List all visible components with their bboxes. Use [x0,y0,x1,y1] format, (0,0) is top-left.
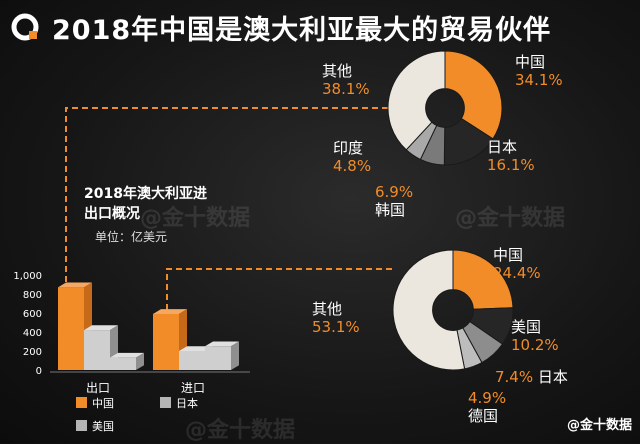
brand-label: @金十数据 [566,418,632,433]
y-tick-label: 800 [23,290,42,301]
bar-side [231,341,239,370]
y-tick-label: 600 [23,309,42,320]
slice-label: 其他 38.1% [322,62,370,98]
legend-swatch [76,397,87,408]
page-title: 2018年中国是澳大利亚最大的贸易伙伴 [52,15,552,46]
bar-top [179,346,213,351]
pie-slice-中国 [452,249,514,310]
bar-top [58,282,92,288]
slice-label: 日本 16.1% [487,138,535,174]
slice-label: 7.4% 日本 [495,368,568,386]
watermark: @金十数据 [455,206,566,231]
unit-label: 单位：亿美元 [95,230,168,244]
y-tick-label: 1,000 [13,271,42,282]
bar-日本-进口 [179,351,205,370]
slice-label: 中国 24.4% [493,246,541,282]
legend-label: 中国 [92,397,114,410]
slice-label: 印度 4.8% [333,139,372,175]
import-donut-chart [392,249,514,371]
bar-side [136,352,144,370]
x-tick-label: 出口 [86,381,110,395]
y-tick-label: 0 [36,366,42,377]
slice-label: 4.9% 德国 [468,389,507,425]
pie-slice-其他 [387,50,446,151]
legend-swatch [76,420,87,431]
logo-icon [11,13,39,41]
bar-top [153,309,187,314]
bar-日本-出口 [84,330,110,370]
slice-label: 美国 10.2% [511,318,559,354]
slice-label: 中国 34.1% [515,53,563,89]
watermark: @金十数据 [185,418,296,443]
y-tick-label: 200 [23,347,42,358]
bar-top [110,352,144,358]
bar-top [84,325,118,331]
y-tick-label: 400 [23,328,42,339]
legend-swatch [160,397,171,408]
bar-top [205,341,239,347]
bar-中国-出口 [58,287,84,370]
slice-label: 其他 53.1% [312,300,360,336]
legend-label: 日本 [176,396,198,410]
bar-中国-进口 [153,313,179,370]
pie-slice-中国 [444,50,503,140]
bar-美国-出口 [110,357,136,370]
slice-label: 6.9% 韩国 [375,183,414,219]
bar-美国-进口 [205,346,231,370]
legend-label: 美国 [92,420,114,433]
export-donut-chart [387,50,503,166]
x-tick-label: 进口 [181,381,205,395]
pie-slice-其他 [392,249,466,371]
watermark: @金十数据 [140,206,251,231]
chart-subtitle: 2018年澳大利亚进出口概况 [84,186,207,222]
